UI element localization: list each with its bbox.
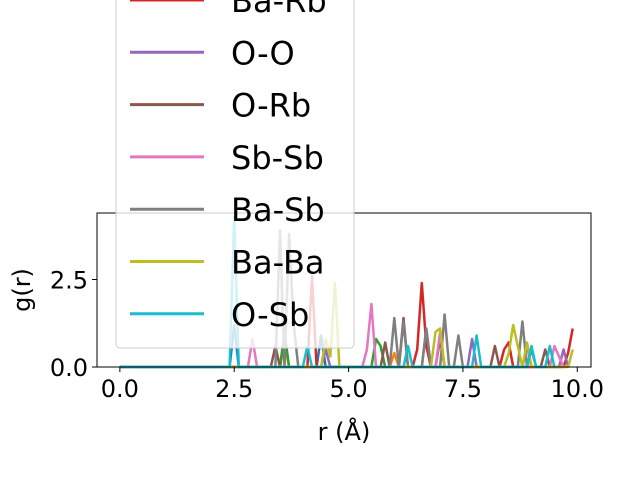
y-tick-label: 2.5 [50,267,88,295]
legend-label: Sb-Sb [231,139,324,177]
y-axis-ticks: 0.0 2.5 [50,267,97,382]
x-axis-label: r (Å) [318,417,371,446]
x-tick-label: 10.0 [551,375,604,403]
x-tick-label: 0.0 [101,375,139,403]
x-axis-ticks: 0.0 2.5 5.0 7.5 10.0 [101,367,604,403]
legend: Ba-Rb O-O O-Rb Sb-Sb Ba-Sb Ba-Ba O-Sb [115,0,355,349]
y-axis-label: g(r) [8,268,36,312]
legend-label: O-O [231,34,295,72]
x-tick-label: 5.0 [329,375,367,403]
legend-label: O-Sb [231,296,309,334]
y-tick-label: 0.0 [50,354,88,382]
legend-label: Ba-Rb [231,0,327,20]
legend-label: O-Rb [231,87,311,125]
legend-label: Ba-Ba [231,244,325,282]
x-tick-label: 2.5 [215,375,253,403]
legend-label: Ba-Sb [231,191,325,229]
x-tick-label: 7.5 [444,375,482,403]
